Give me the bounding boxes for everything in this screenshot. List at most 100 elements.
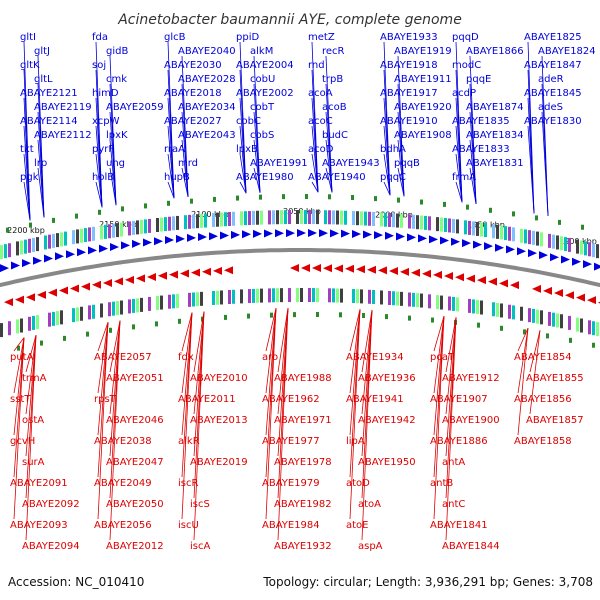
- cog-block-upper: [72, 230, 75, 245]
- forward-gene-leader: [311, 97, 319, 193]
- reverse-gene-label: ABAYE1977: [262, 436, 320, 447]
- forward-gene-label: ABAYE2002: [236, 88, 294, 99]
- cog-block-lower: [252, 288, 255, 303]
- cog-block-lower: [532, 308, 535, 323]
- cog-block-upper: [420, 215, 423, 230]
- forward-gene-label: gltK: [20, 60, 40, 71]
- reverse-gene-label: ABAYE1978: [274, 457, 332, 468]
- forward-gene-arrow: [77, 248, 86, 257]
- forward-gene-leader: [253, 139, 261, 193]
- reverse-gene-leader: [277, 308, 289, 541]
- cog-block-upper: [392, 213, 395, 228]
- forward-gene-arrow: [407, 233, 416, 242]
- cog-block-upper: [248, 211, 251, 226]
- marker-lower: [178, 318, 181, 324]
- marker-upper: [213, 196, 216, 202]
- forward-gene-arrow: [319, 229, 328, 238]
- reverse-gene-label: iscR: [178, 478, 198, 489]
- forward-gene-label: ABAYE2114: [20, 116, 78, 127]
- reverse-gene-leader: [277, 308, 289, 415]
- cog-block-lower: [528, 308, 531, 323]
- reverse-gene-leader: [193, 311, 205, 415]
- cog-block-lower: [92, 304, 95, 319]
- forward-gene-arrow: [242, 230, 251, 239]
- cog-block-upper: [192, 214, 195, 229]
- forward-gene-label: bdhA: [380, 144, 406, 155]
- cog-block-lower: [336, 288, 339, 303]
- cog-block-lower: [520, 306, 523, 321]
- cog-block-upper: [268, 210, 271, 225]
- cog-block-lower: [72, 308, 75, 323]
- reverse-gene-leader: [13, 337, 25, 520]
- forward-gene-leader: [37, 139, 45, 218]
- reverse-gene-arrow: [180, 269, 189, 278]
- forward-gene-label: ABAYE1933: [380, 32, 438, 43]
- marker-upper: [397, 197, 400, 203]
- cog-block-lower: [36, 315, 39, 330]
- cog-block-upper: [424, 215, 427, 230]
- cog-block-lower: [500, 303, 503, 318]
- reverse-gene-arrow: [378, 266, 387, 275]
- cog-block-upper: [520, 228, 523, 243]
- reverse-gene-label: ABAYE2091: [10, 478, 68, 489]
- forward-gene-label: ABAYE2030: [164, 60, 222, 71]
- reverse-gene-label: ABAYE1841: [430, 520, 488, 531]
- reverse-gene-leader: [433, 315, 445, 352]
- cog-block-upper: [288, 210, 291, 225]
- reverse-gene-label: ABAYE1979: [262, 478, 320, 489]
- forward-gene-arrow: [275, 229, 284, 238]
- forward-gene-label: ABAYE1866: [466, 46, 524, 57]
- forward-gene-arrow: [374, 231, 383, 240]
- marker-lower: [408, 315, 411, 321]
- marker-lower: [339, 312, 342, 318]
- cog-block-lower: [596, 322, 599, 337]
- cog-block-lower: [88, 305, 91, 320]
- forward-gene-label: ABAYE1940: [308, 172, 366, 183]
- forward-gene-label: soj: [92, 60, 106, 71]
- marker-upper: [29, 222, 32, 228]
- cog-block-lower: [260, 288, 263, 303]
- cog-block-upper: [104, 224, 107, 239]
- reverse-gene-leader: [181, 312, 193, 436]
- cog-block-lower: [508, 304, 511, 319]
- reverse-gene-label: ostA: [22, 415, 44, 426]
- cog-block-lower: [476, 299, 479, 314]
- forward-gene-label: gltJ: [34, 46, 50, 57]
- cog-block-lower: [112, 301, 115, 316]
- marker-lower: [247, 313, 250, 319]
- forward-gene-label: ABAYE1917: [380, 88, 438, 99]
- cog-block-upper: [492, 224, 495, 239]
- forward-gene-arrow: [363, 230, 372, 239]
- cog-block-lower: [288, 288, 291, 303]
- reverse-gene-leader: [265, 308, 277, 394]
- marker-upper: [75, 213, 78, 219]
- cog-block-upper: [356, 211, 359, 226]
- marker-lower: [109, 327, 112, 333]
- cog-block-upper: [436, 217, 439, 232]
- cog-block-upper: [372, 211, 375, 226]
- cog-block-lower: [28, 316, 31, 331]
- reverse-gene-leader: [97, 322, 109, 520]
- marker-upper: [374, 196, 377, 202]
- cog-block-upper: [64, 231, 67, 246]
- marker-lower: [17, 345, 20, 351]
- reverse-gene-leader: [193, 311, 205, 541]
- reverse-gene-label: ABAYE2049: [94, 478, 152, 489]
- forward-gene-label: ppiD: [236, 32, 259, 43]
- reverse-gene-leader: [277, 307, 289, 373]
- forward-gene-leader: [455, 153, 463, 203]
- marker-lower: [224, 314, 227, 320]
- reverse-gene-label: fdx: [178, 352, 194, 363]
- reverse-gene-leader: [433, 315, 445, 394]
- cog-block-upper: [60, 232, 63, 247]
- cog-block-lower: [548, 311, 551, 326]
- forward-gene-label: ABAYE2018: [164, 88, 222, 99]
- cog-block-lower: [408, 292, 411, 307]
- cog-block-upper: [132, 220, 135, 235]
- reverse-gene-label: ABAYE1942: [358, 415, 416, 426]
- cog-block-upper: [556, 235, 559, 250]
- forward-gene-label: ABAYE1833: [452, 144, 510, 155]
- cog-block-upper: [504, 226, 507, 241]
- forward-gene-arrow: [385, 231, 394, 240]
